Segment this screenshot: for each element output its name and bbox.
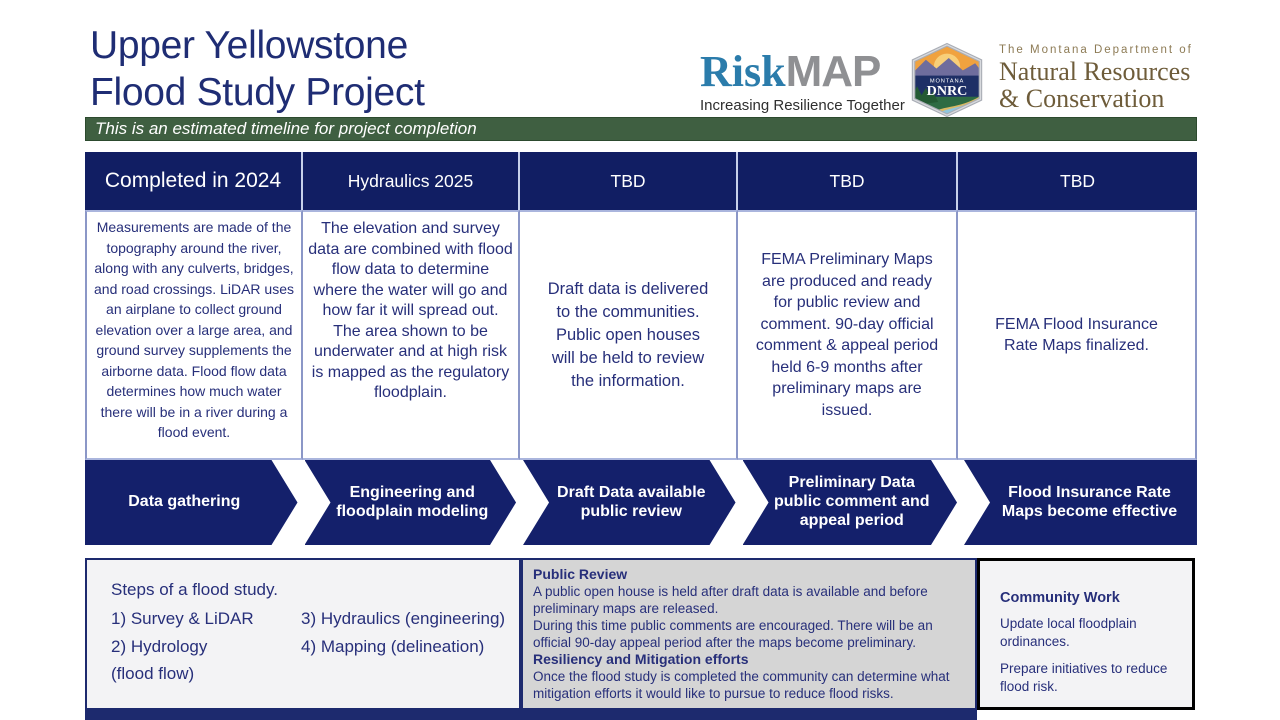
phase-arrow: Flood Insurance Rate Maps become effecti… [964, 460, 1197, 545]
timeline-arrow-row: Data gathering Engineering and floodplai… [85, 460, 1197, 545]
dnrc-name-line-2: & Conservation [999, 84, 1165, 113]
steps-box: Steps of a flood study. 1) Survey & LiDA… [85, 558, 521, 710]
resiliency-heading: Resiliency and Mitigation efforts [533, 651, 749, 667]
dnrc-dept-line: The Montana Department of [999, 44, 1193, 56]
step-item: 3) Hydraulics (engineering) [301, 609, 506, 628]
riskmap-logo: RiskMAP Increasing Resilience Together [700, 50, 905, 115]
title-line-2: Flood Study Project [90, 71, 425, 114]
public-review-heading: Public Review [533, 566, 628, 582]
phase-arrow: Data gathering [85, 460, 298, 545]
phase-header: TBD [520, 152, 738, 210]
step-item: 4) Mapping (delineation) [301, 637, 485, 656]
phase-arrow: Draft Data available public review [523, 460, 736, 545]
steps-title: Steps of a flood study. [111, 580, 278, 599]
dnrc-logo: MONTANA DNRC The Montana Department of N… [903, 42, 1193, 118]
community-work-box: Community Work Update local floodplain o… [977, 558, 1195, 710]
public-review-paragraph: A public open house is held after draft … [533, 584, 928, 616]
phase-description: The elevation and survey data are combin… [303, 210, 520, 460]
phase-header: Completed in 2024 [85, 152, 303, 210]
title-line-1: Upper Yellowstone [90, 24, 408, 67]
resiliency-paragraph: Once the flood study is completed the co… [533, 669, 950, 701]
dnrc-logo-text: The Montana Department of Natural Resour… [999, 42, 1193, 112]
community-work-heading: Community Work [1000, 590, 1120, 606]
community-work-paragraph: Update local floodplain ordinances. [1000, 616, 1137, 649]
riskmap-risk-text: Risk [700, 47, 786, 96]
riskmap-map-text: MAP [785, 47, 882, 96]
phase-description: FEMA Preliminary Maps are produced and r… [738, 210, 958, 460]
community-work-paragraph: Prepare initiatives to reduce flood risk… [1000, 661, 1168, 694]
phase-arrow: Engineering and floodplain modeling [305, 460, 517, 545]
phase-header: Hydraulics 2025 [303, 152, 520, 210]
page-title: Upper Yellowstone Flood Study Project [90, 22, 425, 116]
dnrc-name-line-1: Natural Resources [999, 57, 1191, 86]
riskmap-tagline: Increasing Resilience Together [700, 97, 905, 114]
dnrc-badge-icon: MONTANA DNRC [911, 42, 983, 118]
steps-list: 1) Survey & LiDAR 3) Hydraulics (enginee… [111, 609, 507, 656]
bottom-accent-bar [85, 710, 977, 720]
phase-arrow: Preliminary Data public comment and appe… [743, 460, 957, 545]
timeline-header-row: Completed in 2024 Hydraulics 2025 TBD TB… [85, 152, 1197, 210]
timeline-body-row: Measurements are made of the topography … [85, 210, 1197, 460]
timeline-banner: This is an estimated timeline for projec… [85, 117, 1197, 141]
dnrc-badge-dnrc-text: DNRC [927, 83, 968, 99]
phase-description: FEMA Flood Insurance Rate Maps finalized… [958, 210, 1197, 460]
step-item: 1) Survey & LiDAR [111, 609, 254, 628]
public-review-paragraph: During this time public comments are enc… [533, 618, 933, 650]
steps-note: (flood flow) [111, 664, 195, 683]
step-item: 2) Hydrology [111, 637, 208, 656]
phase-description: Measurements are made of the topography … [85, 210, 303, 460]
phase-description: Draft data is delivered to the communiti… [520, 210, 738, 460]
phase-header: TBD [1060, 170, 1095, 191]
dnrc-badge-montana-text: MONTANA [930, 79, 964, 85]
public-review-box: Public Review A public open house is hel… [521, 558, 977, 710]
riskmap-wordmark: RiskMAP [700, 50, 905, 94]
phase-header: TBD [738, 152, 958, 210]
